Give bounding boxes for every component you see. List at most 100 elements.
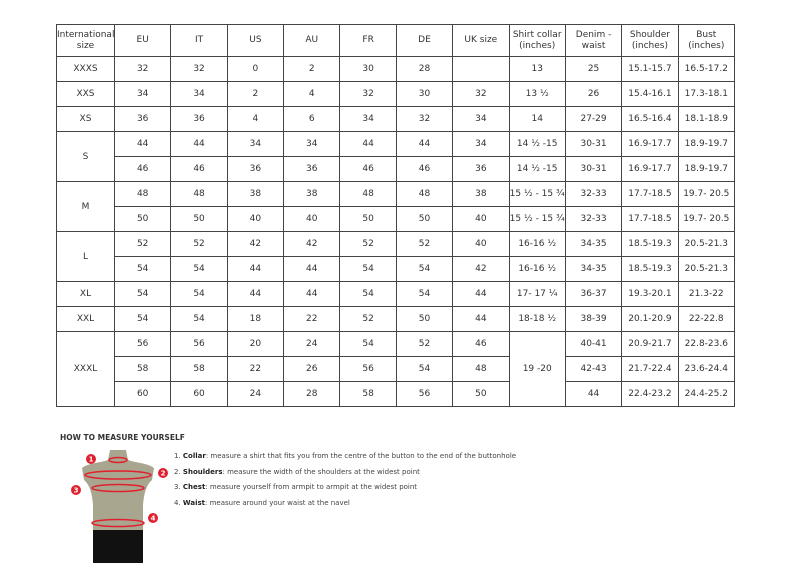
- size-cell: 48: [170, 181, 228, 207]
- size-cell: 2: [226, 81, 285, 107]
- measure-cell: 27-29: [564, 106, 623, 132]
- measure-cell: 17.7-18.5: [621, 206, 679, 232]
- size-cell: 44: [395, 131, 454, 157]
- column-header: International size: [56, 24, 115, 57]
- step-text: : measure a shirt that fits you from the…: [205, 452, 517, 460]
- size-cell: 46: [170, 156, 228, 182]
- international-size-cell: XS: [56, 106, 115, 132]
- size-cell: 34: [452, 106, 510, 132]
- measure-cell: 20.9-21.7: [621, 331, 679, 357]
- column-header: Bust (inches): [677, 24, 736, 57]
- size-cell: 30: [339, 56, 397, 82]
- size-cell: 34: [226, 131, 285, 157]
- size-cell: 20: [226, 331, 285, 357]
- collar-cell: 14 ½ -15: [508, 131, 566, 157]
- table-row: XXXS 32 32 0 2 30 28 13 25 15.1-15.7 16.5-17.2: [56, 56, 736, 82]
- size-cell: 40: [283, 206, 341, 232]
- size-cell: 22: [226, 356, 285, 382]
- measure-step: 3. Chest: measure yourself from armpit t…: [174, 483, 516, 499]
- measure-cell: 30-31: [564, 131, 623, 157]
- table-row: L 52 52 42 42 52 52 40 16-16 ½ 34-35 18.5-19.3 20.5…: [56, 231, 736, 282]
- international-size-cell: XL: [56, 281, 115, 307]
- size-cell: 60: [113, 381, 172, 407]
- size-cell: 42: [226, 231, 285, 257]
- size-cell: 40: [452, 231, 510, 257]
- size-cell: 38: [283, 181, 341, 207]
- size-cell: 56: [170, 331, 228, 357]
- size-cell: 48: [452, 356, 510, 382]
- measure-cell: 26: [564, 81, 623, 107]
- size-cell: 34: [113, 81, 172, 107]
- size-cell: 28: [283, 381, 341, 407]
- international-size-cell: XXL: [56, 306, 115, 332]
- measure-cell: 22.4-23.2: [621, 381, 679, 407]
- size-cell: 42: [452, 256, 510, 282]
- international-size-cell: XXXS: [56, 56, 115, 82]
- measure-cell: 18.9-19.7: [677, 131, 736, 157]
- size-cell: 6: [283, 106, 341, 132]
- column-header: Shirt collar (inches): [508, 24, 566, 57]
- size-cell: 32: [113, 56, 172, 82]
- marker-4: 4: [151, 515, 156, 523]
- size-cell: 52: [395, 231, 454, 257]
- collar-cell: 17- 17 ¼: [508, 281, 566, 307]
- measure-cell: 38-39: [564, 306, 623, 332]
- size-chart-table: International size EU IT US AU FR DE UK size Shi…: [56, 24, 736, 407]
- collar-cell: 13 ½: [508, 81, 566, 107]
- measure-cell: 19.3-20.1: [621, 281, 679, 307]
- measure-cell: 23.6-24.4: [677, 356, 736, 382]
- size-cell: 54: [170, 306, 228, 332]
- column-header: Shoulder (inches): [621, 24, 679, 57]
- body-measurement-figure: 1 2 3 4: [71, 450, 168, 563]
- size-cell: 32: [395, 106, 454, 132]
- table-row: 50 50 40 40 50 50 40 15 ½ - 15 ¾ 32-33 17.7-18.5 1…: [57, 206, 736, 232]
- measure-cell: 21.3-22: [677, 281, 736, 307]
- step-text: : measure the width of the shoulders at …: [222, 467, 420, 476]
- column-header: IT: [170, 24, 228, 57]
- size-cell: 0: [226, 56, 285, 82]
- step-number: 2.: [174, 467, 181, 476]
- size-cell: 38: [226, 181, 285, 207]
- size-cell: 4: [283, 81, 341, 107]
- international-size-cell: S: [56, 131, 115, 182]
- size-cell: 48: [395, 181, 454, 207]
- size-cell: 34: [283, 131, 341, 157]
- step-text: : measure yourself from armpit to armpit…: [205, 483, 418, 491]
- size-cell: 40: [452, 206, 510, 232]
- size-cell: 54: [395, 356, 454, 382]
- table-row: 60 60 24 28 58 56 50 44 22.4-23.2 24.4-25.2: [57, 381, 736, 407]
- size-cell: 4: [226, 106, 285, 132]
- measure-cell: 16.5-16.4: [621, 106, 679, 132]
- measure-cell: 15.4-16.1: [621, 81, 679, 107]
- size-cell: 46: [452, 331, 510, 357]
- measure-steps: 1. Collar: measure a shirt that fits you…: [174, 452, 516, 514]
- column-header: Denim - waist: [564, 24, 623, 57]
- table-row: 58 58 22 26 56 54 48 42-43 21.7-22.4 23.6-24.4: [57, 356, 736, 382]
- measure-cell: 40-41: [564, 331, 623, 357]
- size-cell: 56: [113, 331, 172, 357]
- size-cell: 44: [283, 256, 341, 282]
- size-cell: 36: [452, 156, 510, 182]
- measure-cell: 34-35: [564, 256, 623, 282]
- measure-cell: 18.5-19.3: [621, 231, 679, 257]
- size-cell: 38: [452, 181, 510, 207]
- size-cell: [452, 56, 510, 82]
- size-cell: 36: [226, 156, 285, 182]
- size-cell: 58: [339, 381, 397, 407]
- measure-cell: 17.3-18.1: [677, 81, 736, 107]
- size-cell: 36: [283, 156, 341, 182]
- measure-step: 2. Shoulders: measure the width of the s…: [174, 468, 516, 484]
- size-cell: 44: [452, 306, 510, 332]
- table-row: XXS 34 34 2 4 32 30 32 13 ½ 26 15.4-16.1 17.3-18.1: [56, 81, 736, 107]
- size-cell: 44: [226, 281, 285, 307]
- measure-cell: 36-37: [564, 281, 623, 307]
- measure-cell: 44: [564, 381, 623, 407]
- collar-cell: 13: [508, 56, 566, 82]
- collar-cell: 14: [508, 106, 566, 132]
- table-row: XXXL 56 56 20 24 54 52 46 19 -20 40-41 20.9-21.7 22…: [56, 331, 736, 407]
- column-header: DE: [395, 24, 454, 57]
- size-cell: 46: [339, 156, 397, 182]
- measure-cell: 16.9-17.7: [621, 131, 679, 157]
- international-size-cell: M: [56, 181, 115, 232]
- size-cell: 54: [170, 281, 228, 307]
